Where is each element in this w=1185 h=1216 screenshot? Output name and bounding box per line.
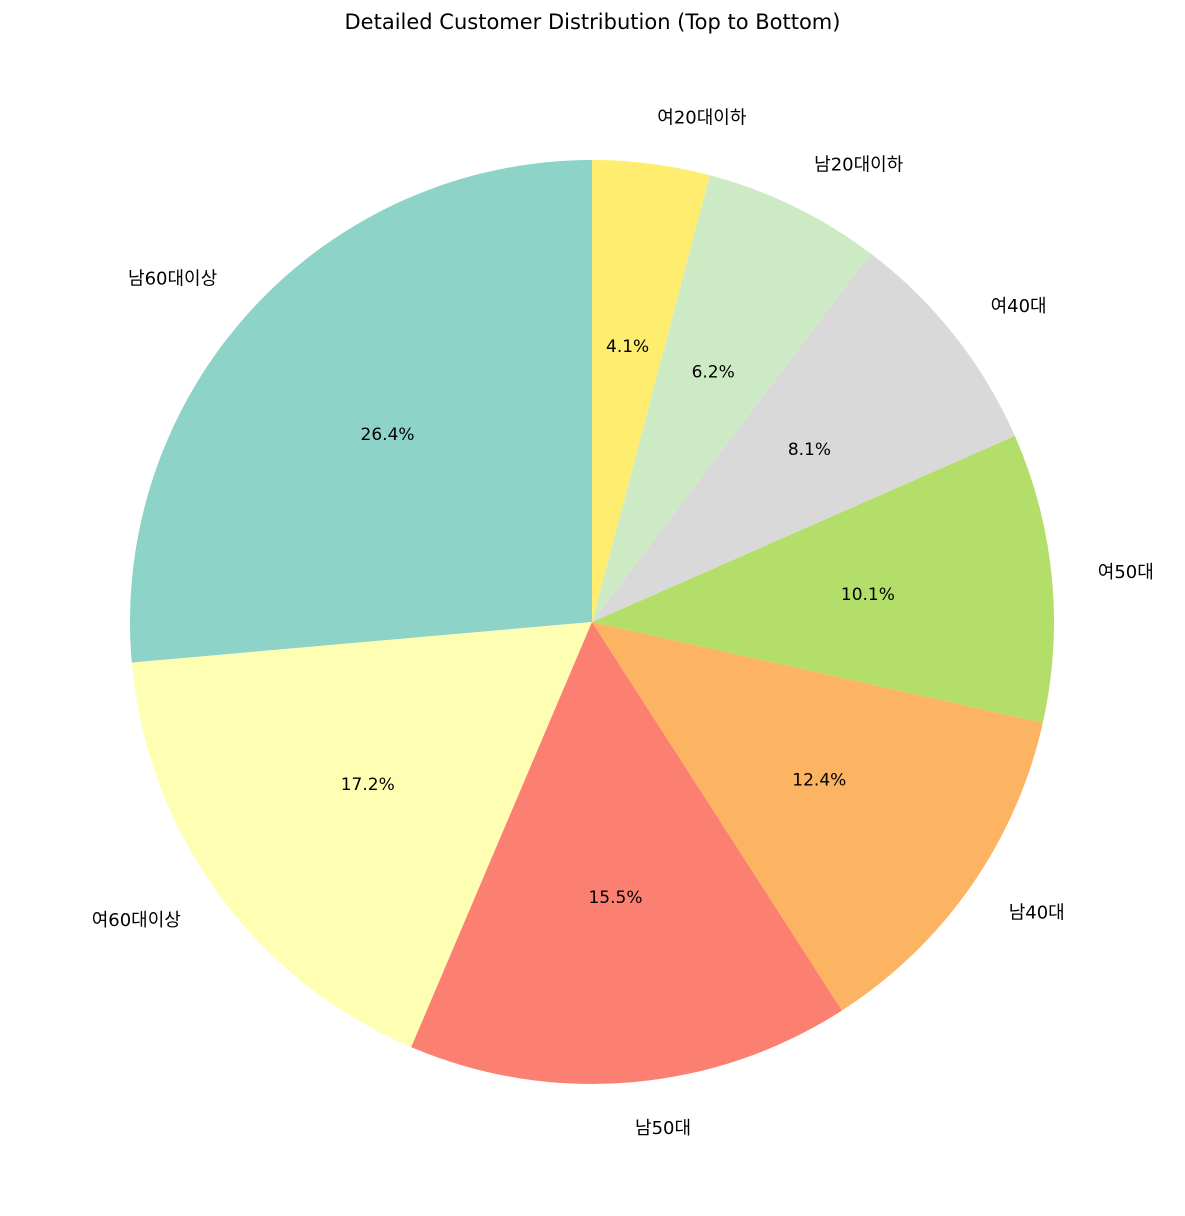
pie-slices (130, 160, 1054, 1084)
chart-title: Detailed Customer Distribution (Top to B… (344, 10, 841, 34)
slice-category-label: 남40대 (1009, 902, 1065, 923)
pie-slice (592, 435, 1054, 723)
pie-slice (130, 160, 592, 663)
slice-percentage-label: 8.1% (788, 440, 831, 460)
slice-category-label: 남50대 (635, 1118, 691, 1139)
slice-percentage-label: 10.1% (841, 585, 895, 605)
slice-percentage-label: 6.2% (692, 363, 735, 383)
slice-percentage-label: 17.2% (341, 775, 395, 795)
slice-percentage-label: 12.4% (792, 771, 846, 791)
percentage-labels: 26.4% 17.2% 15.5% 12.4% 10.1% 8.1% 6.2% 4.1% (341, 337, 895, 908)
pie-slice (592, 160, 710, 622)
slice-percentage-label: 26.4% (361, 425, 415, 445)
pie-slice (592, 253, 1015, 622)
slice-category-label: 여40대 (991, 296, 1047, 317)
slice-category-label: 남20대이하 (814, 154, 904, 175)
pie-slice (131, 622, 593, 1048)
slice-percentage-label: 4.1% (606, 337, 649, 357)
slice-category-label: 여60대이상 (92, 910, 181, 931)
slice-category-label: 여50대 (1098, 562, 1154, 583)
slice-percentage-label: 15.5% (588, 888, 642, 908)
slice-category-label: 여20대이하 (657, 108, 747, 129)
pie-slice (411, 622, 842, 1084)
pie-slice (592, 175, 871, 623)
pie-slice (592, 622, 1043, 1011)
slice-category-label: 남60대이상 (128, 268, 217, 289)
